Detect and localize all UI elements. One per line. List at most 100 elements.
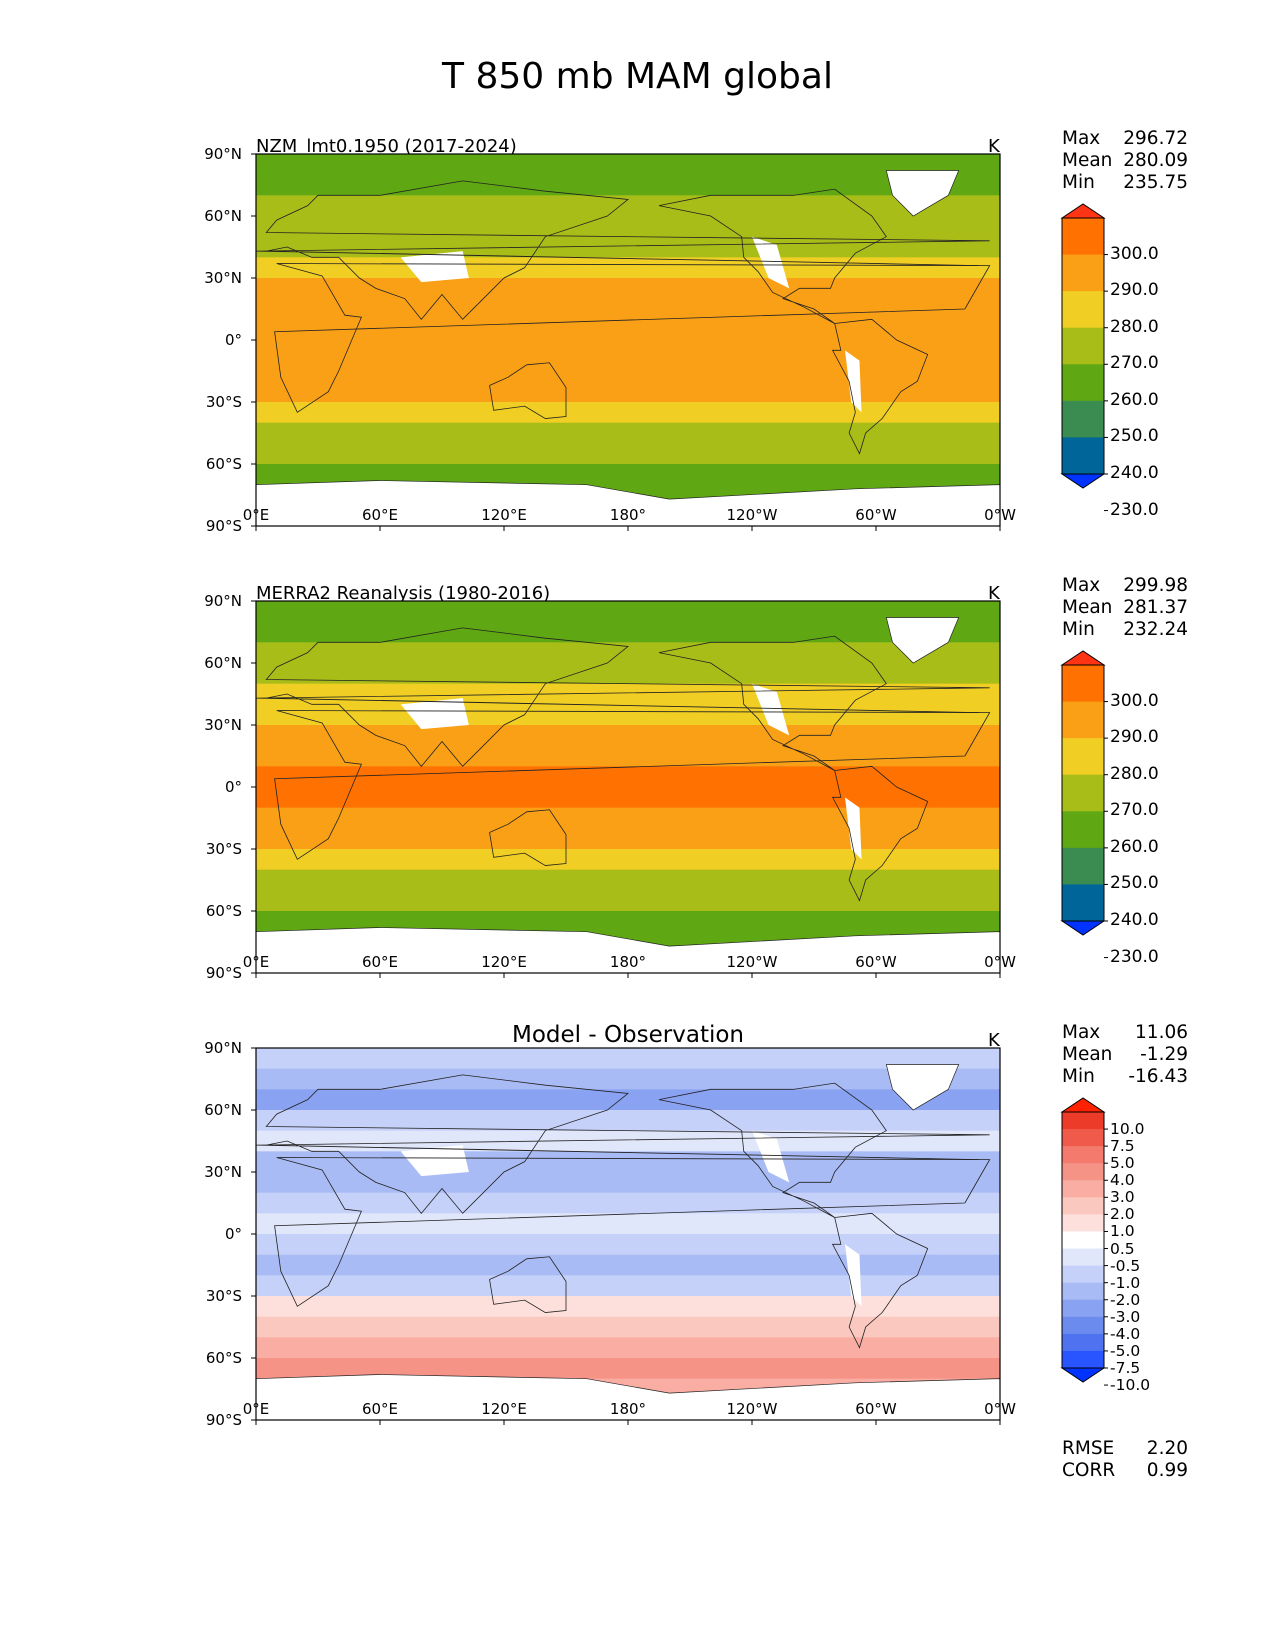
stat-min-label: Min [1062,1066,1095,1087]
lat-tick-label: 60°N [204,207,242,225]
colorbar-label: 1.0 [1110,1222,1135,1241]
lat-tick-label: 0° [224,331,242,349]
colorbar-label: 260.0 [1110,836,1159,857]
map-svg [251,600,1108,978]
lat-tick-label: 90°S [205,517,242,535]
zonal-band [256,154,1000,176]
colorbar-segment [1062,1265,1104,1284]
metrics-block: RMSE 2.20 CORR 0.99 [1062,1438,1188,1482]
units-label: K [988,583,1000,604]
colorbar-top-arrow [1060,650,1106,666]
zonal-band [256,464,1000,486]
lon-tick-label: 180° [609,506,647,524]
lat-tick-label: 30°S [205,393,242,411]
colorbar-label: -5.0 [1110,1341,1141,1360]
map-panel-1: NZM_lmt0.1950 (2017-2024) K Max 296.72 Mean 2… [0,118,1275,568]
colorbar-segment [1062,364,1104,402]
colorbar-segment [1062,254,1104,292]
zonal-band [256,1254,1000,1276]
lat-tick-label: 90°N [204,592,242,610]
colorbar-segment [1062,701,1104,739]
stat-min-label: Min [1062,172,1095,193]
colorbar-segment [1062,400,1104,438]
stat-min-value: 232.24 [1123,619,1188,640]
colorbar-label: 270.0 [1110,800,1159,821]
zonal-band [256,1358,1000,1380]
stats-block: Max 11.06 Mean -1.29 Min -16.43 [1062,1022,1188,1088]
stat-max-value: 296.72 [1123,128,1188,149]
colorbar-label: 230.0 [1110,946,1159,967]
coastline-outline [489,1256,567,1313]
zonal-band [256,1068,1000,1090]
zonal-band [256,381,1000,403]
colorbar-segment [1062,665,1104,703]
colorbar-label: 290.0 [1110,727,1159,748]
colorbar-label: 10.0 [1110,1120,1145,1139]
rockies-mask [752,1130,790,1183]
coastline-outline [489,809,567,866]
colorbar-segment [1062,738,1104,776]
lat-tick-label: 30°S [205,840,242,858]
lon-tick-label: 180° [609,953,647,971]
colorbar-segment [1062,1316,1104,1335]
zonal-band [256,1048,1000,1070]
colorbar-label: 5.0 [1110,1154,1135,1173]
zonal-band [256,1172,1000,1194]
stat-mean-value: -1.29 [1140,1044,1188,1065]
coastline-outline [831,318,929,455]
lat-tick-label: 60°S [205,902,242,920]
coastline-outline [831,1212,929,1349]
stat-mean-label: Mean [1062,597,1113,618]
andes-mask [845,797,862,860]
colorbar-segment [1062,1282,1104,1301]
greenland-mask [885,170,960,217]
colorbar-segment [1062,218,1104,256]
lon-tick-label: 60°E [361,506,399,524]
colorbar-segment [1062,1333,1104,1352]
lon-tick-label: 60°E [361,953,399,971]
colorbar-label: 230.0 [1110,499,1159,520]
lon-tick-label: 0°W [984,506,1016,524]
colorbar-label: 240.0 [1110,463,1159,483]
zonal-band [256,402,1000,424]
colorbar-segment [1062,291,1104,329]
zonal-band [256,174,1000,196]
lon-tick-label: 0°E [242,953,270,971]
panel-title: Model - Observation [511,1022,745,1048]
stat-max-label: Max [1062,1022,1101,1043]
lon-tick-label: 60°E [361,1400,399,1418]
figure-title: T 850 mb MAM global [442,56,833,97]
zonal-band [256,911,1000,933]
lon-tick-label: 0°E [242,506,270,524]
rmse-label: RMSE [1062,1438,1115,1459]
colorbar-label: 270.0 [1110,353,1159,374]
lon-tick-label: 0°E [242,1400,270,1418]
lat-tick-label: 60°S [205,1349,242,1367]
colorbar-label: 250.0 [1110,426,1159,447]
zonal-band [256,642,1000,664]
greenland-mask [885,617,960,664]
lon-tick-label: 120°E [481,506,527,524]
coastline-outline [658,188,887,324]
stat-mean-value: 281.37 [1123,597,1188,618]
colorbar-segment [1062,1231,1104,1250]
greenland-mask [885,1064,960,1111]
colorbar-label: 4.0 [1110,1171,1135,1190]
stat-max-value: 11.06 [1135,1022,1188,1043]
colorbar-segment [1062,1180,1104,1198]
colorbar-label: 280.0 [1110,316,1159,337]
lat-tick-label: 90°S [205,1411,242,1429]
stat-max-label: Max [1062,575,1101,596]
colorbar-segment [1062,437,1104,475]
colorbar-bottom-arrow [1060,473,1106,489]
map-panel-2: MERRA2 Reanalysis (1980-2016) K Max 299.98 M… [0,565,1275,1015]
zonal-band [256,621,1000,643]
lat-tick-label: 90°N [204,145,242,163]
zonal-band [256,869,1000,891]
lat-tick-label: 30°S [205,1287,242,1305]
zonal-band [256,1275,1000,1297]
zonal-band [256,1192,1000,1214]
zonal-band [256,236,1000,258]
lon-tick-label: 0°W [984,953,1016,971]
stat-max-value: 299.98 [1123,575,1188,596]
